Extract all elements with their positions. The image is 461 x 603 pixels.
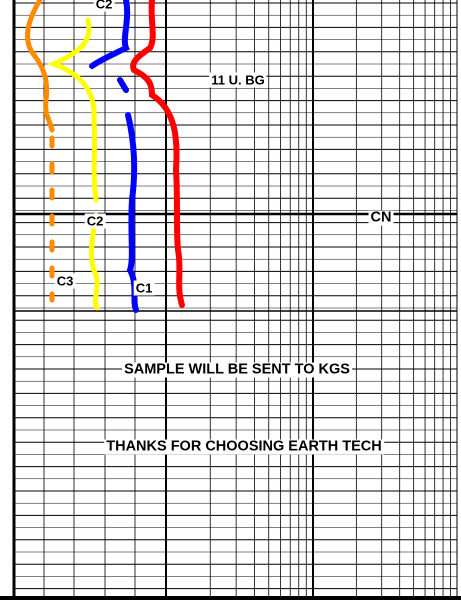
note: SAMPLE WILL BE SENT TO KGS bbox=[122, 361, 352, 378]
curve-label: C3 bbox=[54, 273, 76, 289]
curve-label: C1 bbox=[133, 280, 155, 296]
note: THANKS FOR CHOOSING EARTH TECH bbox=[104, 438, 384, 455]
blue-curve bbox=[117, 77, 139, 313]
yellow-curve bbox=[47, 17, 99, 203]
red-curve bbox=[130, 0, 185, 308]
annotation: CN bbox=[368, 209, 394, 226]
annotation: 11 U. BG bbox=[209, 72, 267, 88]
yellow-curve-lower bbox=[88, 212, 100, 311]
blue-curve-top bbox=[89, 0, 131, 69]
curve-label: C2 bbox=[84, 213, 106, 229]
orange-curve bbox=[24, 0, 55, 133]
curve-label: C2 bbox=[93, 0, 115, 12]
